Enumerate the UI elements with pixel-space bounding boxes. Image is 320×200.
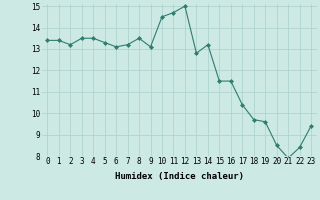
X-axis label: Humidex (Indice chaleur): Humidex (Indice chaleur): [115, 172, 244, 181]
